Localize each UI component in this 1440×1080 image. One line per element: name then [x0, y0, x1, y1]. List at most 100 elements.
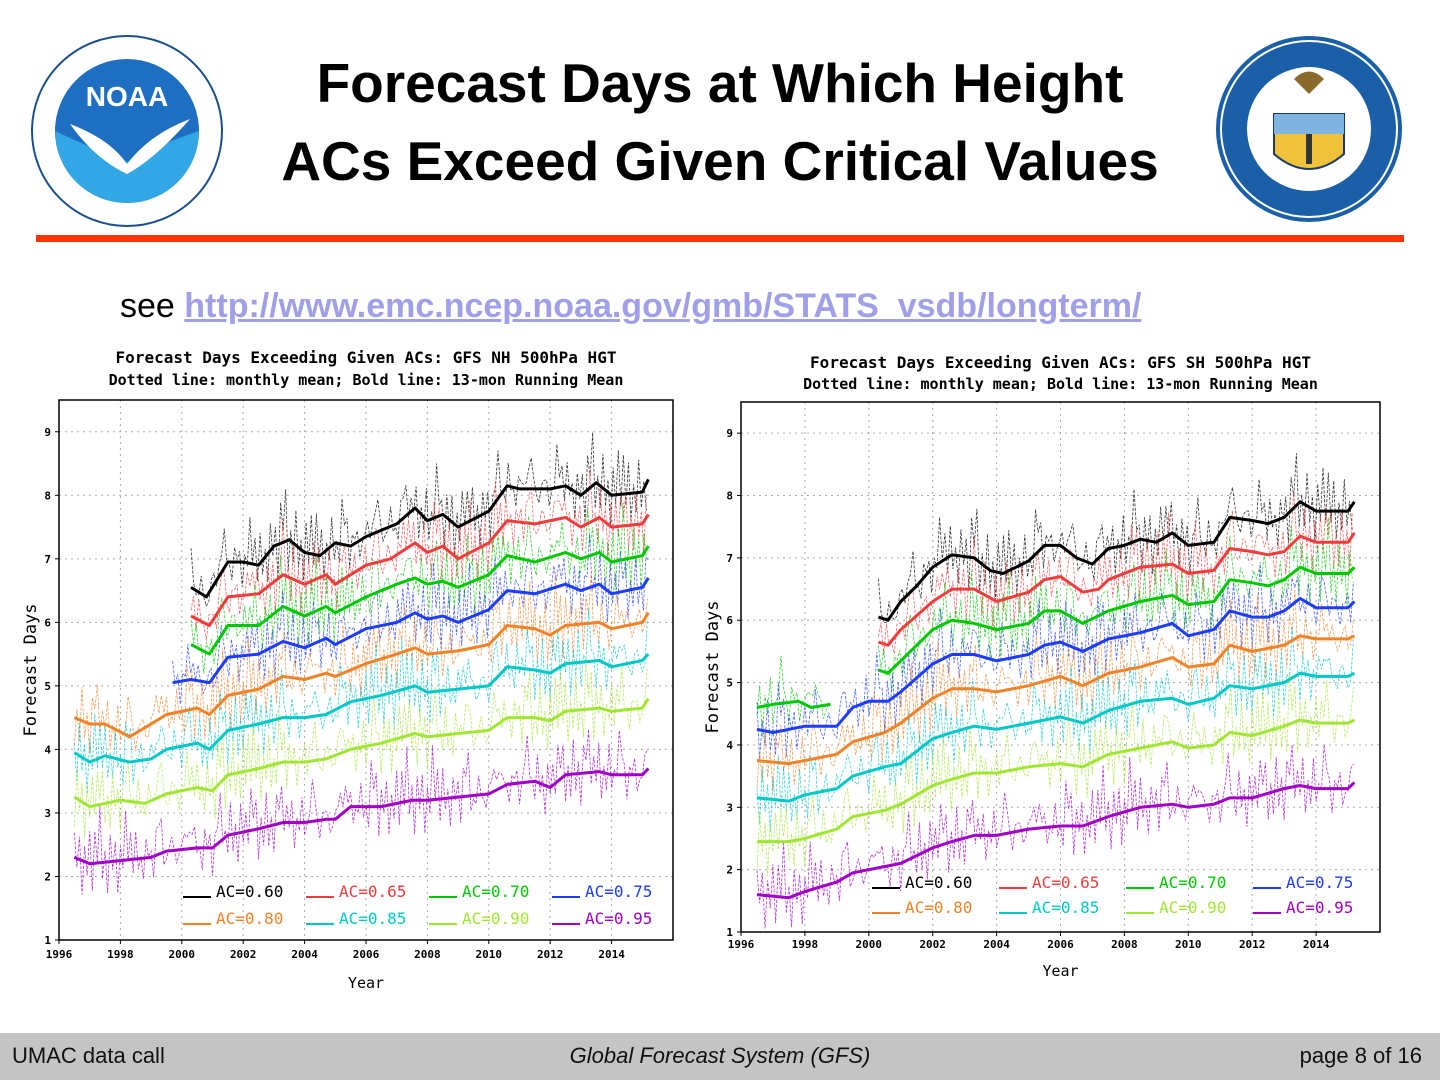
chart-subtitle: Dotted line: monthly mean; Bold line: 13… [803, 375, 1318, 393]
legend-label: AC=0.70 [1159, 873, 1226, 892]
monthly-mean-line [878, 490, 1353, 656]
see-label: see [120, 287, 175, 325]
legend-label: AC=0.75 [585, 882, 652, 901]
noaa-logo: NOAA [31, 35, 223, 227]
x-tick-label: 2000 [856, 938, 883, 951]
stats-link[interactable]: http://www.emc.ncep.noaa.gov/gmb/STATS_v… [184, 287, 1142, 325]
y-tick-label: 4 [726, 739, 733, 752]
reference-link-line: see http://www.emc.ncep.noaa.gov/gmb/STA… [120, 287, 1141, 326]
x-tick-label: 2010 [476, 948, 503, 961]
chart-subtitle: Dotted line: monthly mean; Bold line: 13… [109, 371, 624, 389]
x-axis-label: Year [348, 974, 384, 992]
slide-title-line2: ACs Exceed Given Critical Values [281, 130, 1159, 192]
monthly-mean-line [878, 453, 1353, 624]
running-mean-line [73, 767, 650, 866]
monthly-mean-line [756, 517, 1353, 737]
slide-title: Forecast Days at Which Height ACs Exceed… [190, 44, 1250, 200]
legend-label: AC=0.95 [585, 909, 652, 928]
y-tick-label: 5 [44, 680, 51, 693]
running-mean-line [172, 577, 650, 685]
y-tick-label: 7 [44, 553, 51, 566]
monthly-mean-line [756, 672, 1354, 876]
running-mean-line [756, 781, 1356, 900]
x-tick-label: 2006 [353, 948, 380, 961]
x-tick-label: 2012 [537, 948, 564, 961]
running-mean-line [190, 545, 650, 656]
running-mean-line [756, 671, 1356, 803]
monthly-mean-line [756, 589, 1354, 792]
y-tick-label: 5 [726, 677, 733, 690]
running-mean-line [73, 611, 650, 739]
running-mean-line [73, 697, 650, 809]
x-tick-label: 2000 [169, 948, 196, 961]
y-tick-label: 7 [726, 552, 733, 565]
y-tick-label: 2 [44, 870, 51, 883]
y-axis-label: Forecast Days [703, 600, 723, 733]
monthly-mean-line [756, 744, 1354, 929]
running-mean-line [756, 596, 1356, 734]
monthly-mean-line [190, 502, 647, 675]
chart-title: Forecast Days Exceeding Given ACs: GFS S… [810, 353, 1311, 372]
legend-label: AC=0.60 [216, 882, 283, 901]
x-tick-label: 2014 [598, 948, 625, 961]
x-tick-label: 2008 [414, 948, 441, 961]
y-tick-label: 1 [726, 926, 733, 939]
y-tick-label: 2 [726, 864, 733, 877]
monthly-mean-line [756, 562, 1354, 760]
x-tick-label: 2008 [1111, 938, 1138, 951]
y-tick-label: 3 [44, 807, 51, 820]
y-tick-label: 9 [726, 427, 733, 440]
legend-label: AC=0.80 [905, 898, 972, 917]
y-tick-label: 1 [44, 934, 51, 947]
footer-center: Global Forecast System (GFS) [569, 1043, 871, 1068]
x-tick-label: 2004 [291, 948, 318, 961]
y-tick-label: 4 [44, 743, 51, 756]
x-tick-label: 1996 [46, 948, 73, 961]
running-mean-line [877, 532, 1356, 647]
x-tick-label: 1998 [107, 948, 134, 961]
sh-chart: Forecast Days Exceeding Given ACs: GFS S… [703, 353, 1381, 980]
legend-label: AC=0.90 [1159, 898, 1226, 917]
legend-label: AC=0.60 [905, 873, 972, 892]
running-mean-line [756, 565, 1356, 709]
slide-title-line1: Forecast Days at Which Height [316, 52, 1124, 114]
y-tick-label: 3 [726, 801, 733, 814]
x-tick-label: 2012 [1239, 938, 1266, 951]
y-tick-label: 8 [44, 489, 51, 502]
x-tick-label: 1998 [792, 938, 819, 951]
legend-label: AC=0.75 [1286, 873, 1353, 892]
legend-label: AC=0.90 [462, 909, 529, 928]
chart-title: Forecast Days Exceeding Given ACs: GFS N… [116, 348, 617, 367]
x-tick-label: 2006 [1047, 938, 1074, 951]
legend-label: AC=0.65 [1032, 873, 1099, 892]
y-tick-label: 6 [726, 614, 733, 627]
y-tick-label: 9 [44, 426, 51, 439]
x-tick-label: 2002 [919, 938, 946, 951]
x-tick-label: 1996 [728, 938, 755, 951]
y-tick-label: 8 [726, 490, 733, 503]
running-mean-line [190, 478, 650, 599]
x-tick-label: 2014 [1303, 938, 1330, 951]
monthly-mean-line [73, 729, 648, 895]
running-mean-line [757, 718, 1356, 844]
monthly-mean-line [190, 469, 647, 641]
nh-chart: Forecast Days Exceeding Given ACs: GFS N… [21, 348, 674, 992]
legend-label: AC=0.95 [1286, 898, 1353, 917]
y-tick-label: 6 [44, 616, 51, 629]
title-divider [36, 235, 1404, 242]
legend-label: AC=0.70 [462, 882, 529, 901]
footer-page-number: page 8 of 16 [1299, 1043, 1422, 1068]
legend-label: AC=0.80 [216, 909, 283, 928]
x-tick-label: 2002 [230, 948, 257, 961]
x-tick-label: 2004 [983, 938, 1010, 951]
legend-label: AC=0.65 [339, 882, 406, 901]
svg-text:NOAA: NOAA [86, 81, 168, 112]
running-mean-line [190, 513, 650, 627]
monthly-mean-line [190, 432, 647, 608]
x-axis-label: Year [1042, 962, 1078, 980]
running-mean-line [877, 500, 1356, 622]
y-axis-label: Forecast Days [21, 603, 41, 736]
monthly-mean-line [73, 656, 648, 839]
legend-label: AC=0.85 [339, 909, 406, 928]
monthly-mean-line [73, 608, 648, 795]
